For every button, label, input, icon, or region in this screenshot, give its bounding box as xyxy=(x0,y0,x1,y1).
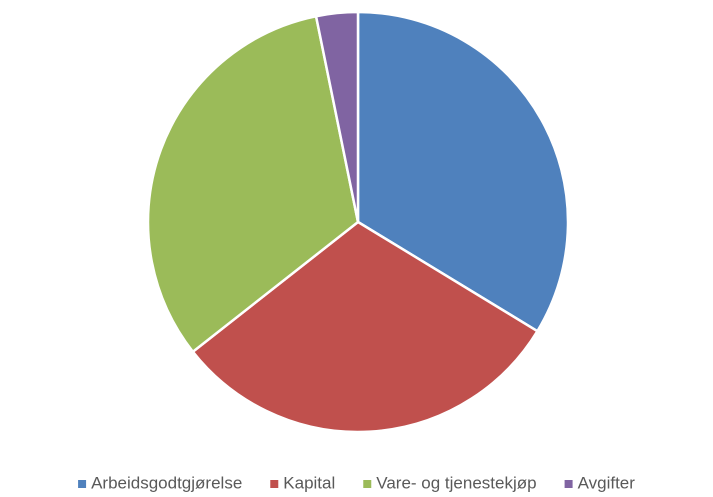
legend-marker xyxy=(564,480,573,488)
legend-marker xyxy=(78,480,87,488)
pie-slice xyxy=(356,10,570,333)
pie-slice xyxy=(191,220,540,434)
legend-marker xyxy=(270,480,279,488)
legend: Arbeidsgodtgjørelse Kapital Vare- og tjene… xyxy=(78,473,635,492)
legend-marker xyxy=(363,480,372,488)
pie-slice xyxy=(146,14,360,354)
pie-slice xyxy=(314,10,360,223)
legend-label: Kapital xyxy=(283,473,335,492)
legend-label: Avgifter xyxy=(578,473,636,492)
legend-label: Arbeidsgodtgjørelse xyxy=(91,473,242,492)
legend-label: Vare- og tjenestekjøp xyxy=(376,473,536,492)
